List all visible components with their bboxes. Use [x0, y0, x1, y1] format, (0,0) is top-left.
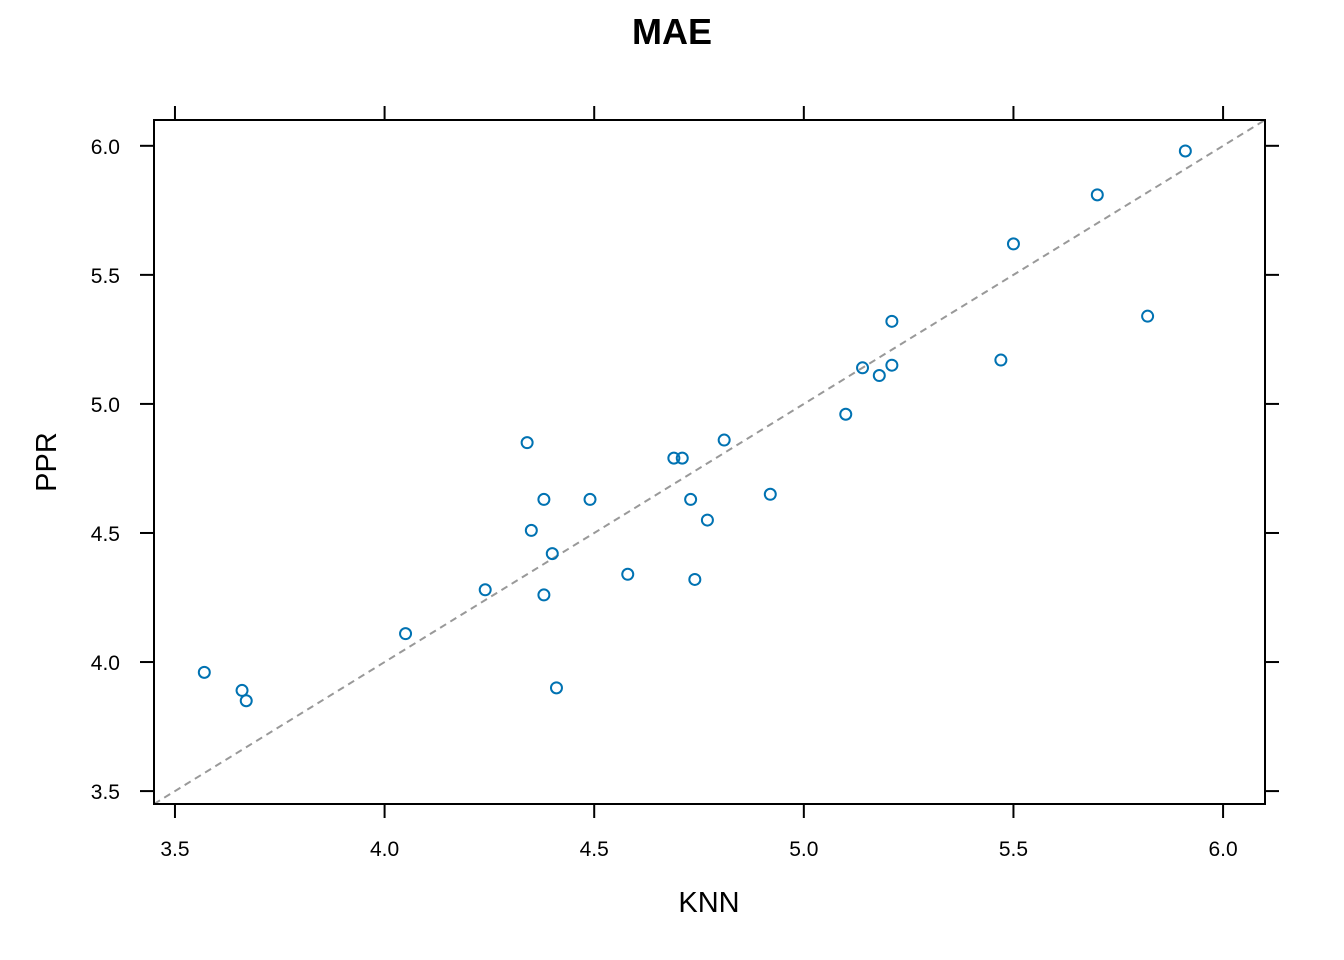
- y-axis-right-ticks: [1265, 144, 1279, 793]
- data-point-0: [197, 665, 211, 679]
- x-tick-label: 5.0: [789, 838, 818, 861]
- y-axis: 3.5 4.0 4.5 5.0 5.5 6.0: [91, 136, 154, 804]
- data-point-2: [239, 694, 253, 708]
- y-tick-label: 5.0: [91, 394, 120, 417]
- x-tick-label: 5.5: [999, 838, 1028, 861]
- data-point-13: [667, 451, 681, 465]
- data-point-7: [537, 492, 551, 506]
- data-point-21: [856, 361, 870, 375]
- x-tick-label: 4.0: [370, 838, 399, 861]
- y-tick-label: 6.0: [91, 136, 120, 159]
- data-point-24: [885, 314, 899, 328]
- data-point-9: [545, 547, 559, 561]
- data-point-11: [583, 492, 597, 506]
- y-tick-label: 3.5: [91, 781, 120, 804]
- y-tick-label: 4.5: [91, 523, 120, 546]
- data-points: [197, 144, 1192, 708]
- data-point-20: [839, 407, 853, 421]
- plot-frame: [153, 119, 1266, 805]
- data-point-27: [1090, 188, 1104, 202]
- y-axis-label: PPR: [31, 432, 63, 492]
- x-tick-label: 4.5: [580, 838, 609, 861]
- y-tick-label: 5.5: [91, 265, 120, 288]
- data-point-25: [994, 353, 1008, 367]
- data-point-19: [763, 487, 777, 501]
- x-axis-top-ticks: [173, 106, 1225, 120]
- data-point-18: [717, 433, 731, 447]
- data-point-22: [872, 369, 886, 383]
- identity-reference-line: [153, 119, 1266, 805]
- y-tick-label: 4.0: [91, 652, 120, 675]
- data-point-16: [688, 572, 702, 586]
- data-point-14: [675, 451, 689, 465]
- data-point-4: [478, 583, 492, 597]
- chart-title: MAE: [632, 11, 712, 52]
- x-tick-label: 3.5: [160, 838, 189, 861]
- data-point-3: [399, 627, 413, 641]
- data-point-23: [885, 358, 899, 372]
- data-point-15: [684, 492, 698, 506]
- x-axis: 3.5 4.0 4.5 5.0 5.5 6.0: [160, 804, 1238, 861]
- data-point-8: [537, 588, 551, 602]
- data-point-6: [524, 523, 538, 537]
- x-tick-label: 6.0: [1208, 838, 1237, 861]
- data-point-17: [700, 513, 714, 527]
- data-point-5: [520, 436, 534, 450]
- data-point-12: [621, 567, 635, 581]
- data-point-26: [1006, 237, 1020, 251]
- data-point-28: [1141, 309, 1155, 323]
- data-point-10: [549, 681, 563, 695]
- x-axis-label: KNN: [678, 887, 739, 919]
- data-point-29: [1178, 144, 1192, 158]
